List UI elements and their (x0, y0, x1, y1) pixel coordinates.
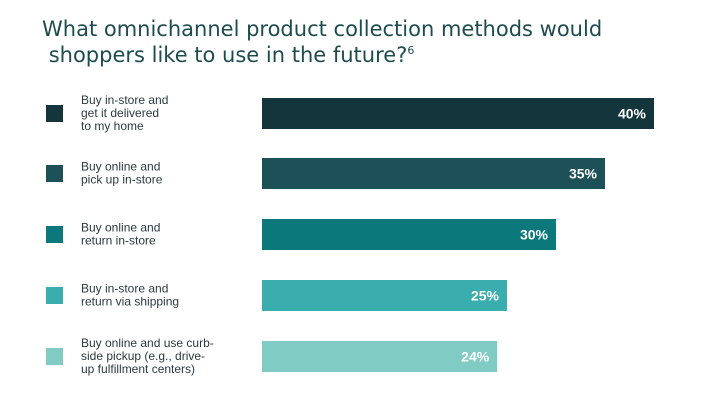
legend-swatch (46, 348, 63, 365)
category-label: Buy in-store and get it delivered to my ho… (81, 93, 168, 133)
category-label: Buy online and pick up in-store (81, 160, 163, 187)
legend-swatch (46, 165, 63, 182)
chart-title: What omnichannel product collection meth… (42, 16, 682, 68)
bar (262, 158, 605, 189)
bar (262, 280, 507, 311)
chart-title-line-2: shoppers like to use in the future? (48, 43, 408, 67)
data-label: 40% (618, 106, 647, 122)
category-label: Buy online and return in-store (81, 221, 160, 248)
data-label: 25% (471, 288, 500, 304)
category-label: Buy in-store and return via shipping (81, 282, 179, 309)
legend-swatch (46, 287, 63, 304)
bar (262, 219, 556, 250)
category-label: Buy online and use curb-side pickup (e.g… (81, 336, 214, 376)
legend-swatch (46, 105, 63, 122)
footnote-marker: 6 (407, 44, 415, 57)
legend-swatch (46, 226, 63, 243)
data-label: 30% (520, 227, 549, 243)
data-label: 35% (569, 166, 598, 182)
chart-title-line-1: What omnichannel product collection meth… (42, 17, 603, 41)
data-label: 24% (461, 349, 490, 365)
bar (262, 341, 498, 372)
bar (262, 98, 654, 129)
